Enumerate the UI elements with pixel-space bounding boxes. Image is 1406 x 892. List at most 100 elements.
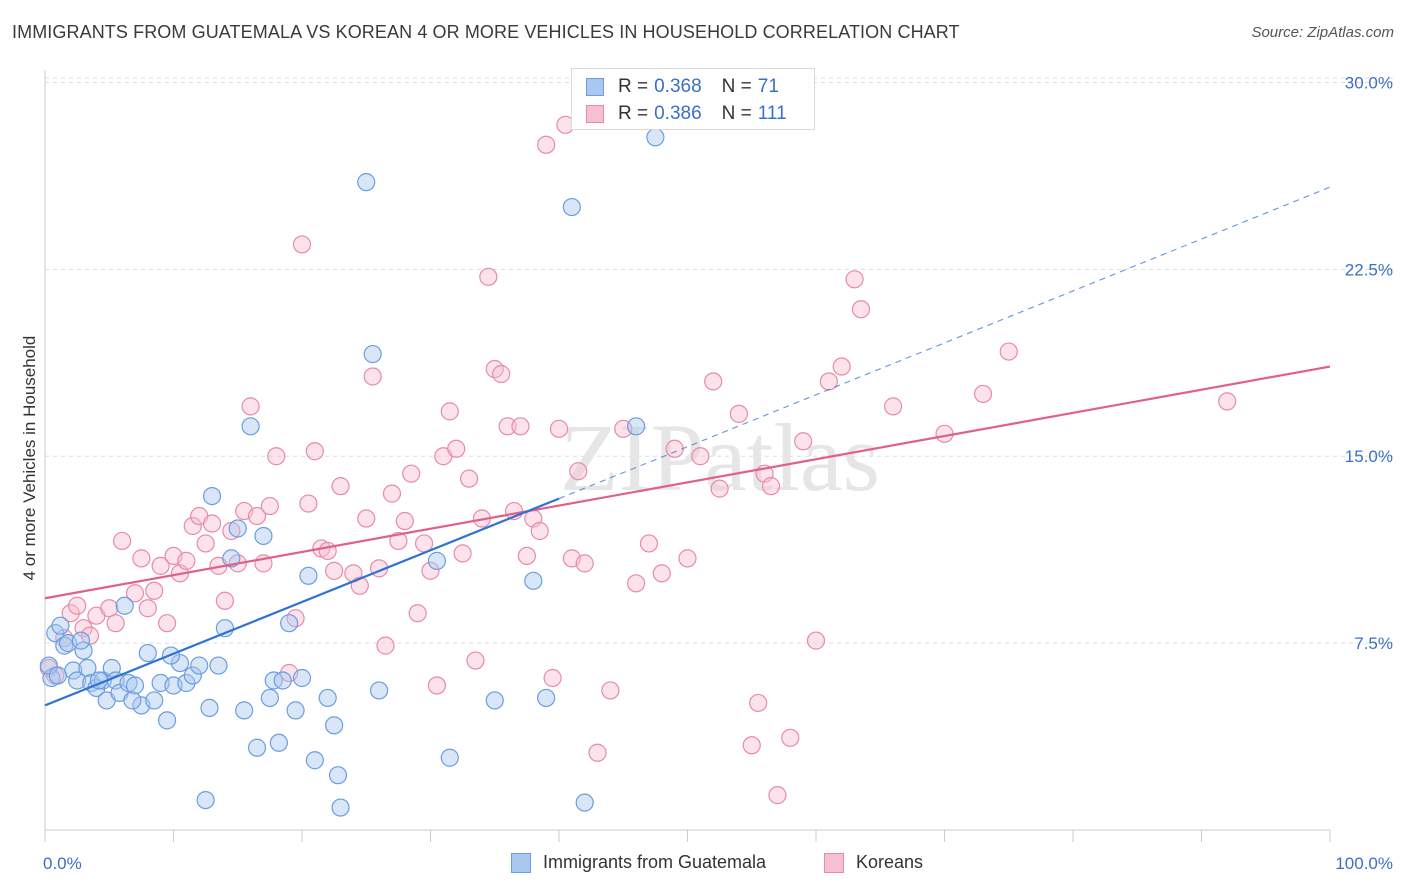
koreans-point	[267, 447, 286, 466]
koreans-point	[183, 516, 202, 536]
koreans-point	[794, 432, 813, 451]
series-legend-koreans[interactable]: Koreans	[824, 852, 923, 873]
koreans-point	[447, 439, 466, 458]
koreans-point	[395, 511, 414, 531]
koreans-point	[492, 364, 511, 384]
guatemala-point	[280, 614, 299, 633]
koreans-point	[973, 384, 993, 404]
guatemala-point	[241, 417, 260, 436]
guatemala-point	[51, 616, 70, 635]
legend-n-label: N =	[721, 76, 752, 97]
koreans-point	[459, 469, 479, 488]
koreans-point	[325, 561, 344, 580]
koreans-point	[537, 135, 556, 154]
koreans-point	[665, 439, 684, 458]
koreans-point	[440, 402, 459, 421]
guatemala-point	[260, 688, 279, 708]
guatemala-point	[222, 549, 241, 568]
koreans-point	[806, 631, 826, 650]
guatemala-point	[254, 526, 273, 546]
koreans-point	[601, 681, 620, 700]
koreans-point	[363, 367, 382, 386]
guatemala-point	[305, 751, 324, 770]
koreans-point	[883, 397, 903, 416]
legend-n-value: 111	[757, 103, 787, 124]
koreans-point	[569, 462, 588, 481]
guatemala-point	[318, 688, 337, 708]
x-tick-label-min: 0.0%	[43, 854, 82, 873]
guatemala-point	[524, 571, 543, 590]
legend-swatch-pink	[586, 105, 604, 123]
koreans-point	[639, 534, 659, 553]
koreans-point	[710, 479, 729, 498]
guatemala-point	[363, 344, 382, 364]
koreans-point	[145, 581, 164, 600]
koreans-point	[125, 584, 145, 603]
koreans-point	[331, 477, 350, 496]
legend-n-label: N =	[721, 103, 752, 124]
koreans-point	[260, 496, 279, 516]
guatemala-point	[138, 643, 157, 663]
koreans-point	[389, 531, 408, 551]
koreans-point	[151, 556, 170, 575]
koreans-point	[100, 599, 119, 618]
koreans-point	[845, 270, 864, 289]
guatemala-point	[228, 519, 247, 538]
tick-labels: 7.5% 15.0% 22.5% 30.0% 0.0% 100.0%	[43, 73, 1393, 873]
series-swatch-blue	[511, 852, 531, 873]
guatemala-point	[646, 128, 665, 147]
koreans-point	[318, 541, 337, 561]
koreans-point	[678, 549, 697, 568]
guatemala-point	[537, 688, 556, 708]
guatemala-point	[292, 668, 312, 688]
y-tick-label: 7.5%	[1354, 634, 1393, 653]
koreans-point	[357, 509, 376, 528]
guatemala-point	[209, 656, 228, 675]
guatemala-trend-line	[44, 497, 560, 707]
koreans-point	[453, 544, 472, 563]
koreans-point	[691, 447, 710, 466]
grid-layer	[45, 77, 1395, 644]
guatemala-point	[202, 486, 222, 506]
guatemala-point	[68, 671, 87, 690]
koreans-point	[626, 574, 646, 593]
koreans-point	[761, 477, 781, 496]
guatemala-point	[247, 738, 267, 757]
koreans-point	[742, 736, 761, 755]
koreans-point	[749, 693, 768, 713]
guatemala-point	[286, 701, 305, 720]
koreans-point	[517, 546, 536, 566]
guatemala-point	[575, 793, 594, 812]
guatemala-point	[157, 711, 177, 730]
guatemala-points	[39, 128, 665, 817]
legend-n-value: 71	[757, 76, 779, 97]
koreans-point	[241, 397, 260, 416]
koreans-point	[68, 596, 87, 615]
guatemala-point	[196, 790, 215, 810]
guatemala-point	[71, 631, 91, 650]
y-tick-label: 15.0%	[1345, 447, 1393, 466]
series-legend-guatemala[interactable]: Immigrants from Guatemala	[511, 852, 766, 873]
koreans-point	[935, 424, 954, 443]
koreans-point	[376, 636, 395, 655]
koreans-point	[106, 614, 125, 633]
koreans-point	[196, 534, 215, 553]
guatemala-point	[269, 733, 288, 752]
koreans-point	[1218, 392, 1237, 411]
legend-swatch-blue	[586, 78, 604, 96]
legend-r-value: 0.386	[654, 103, 702, 124]
koreans-point	[80, 626, 100, 645]
x-tick-label-max: 100.0%	[1335, 854, 1393, 873]
guatemala-point	[125, 676, 145, 695]
koreans-point	[704, 372, 723, 391]
koreans-point	[530, 521, 549, 541]
guatemala-point	[357, 173, 376, 192]
legend-r-label: R =	[618, 103, 649, 124]
guatemala-point	[183, 666, 202, 685]
koreans-point	[132, 549, 151, 568]
guatemala-point	[190, 656, 209, 675]
koreans-point	[421, 561, 440, 580]
koreans-point	[112, 531, 132, 551]
koreans-point	[729, 404, 749, 423]
